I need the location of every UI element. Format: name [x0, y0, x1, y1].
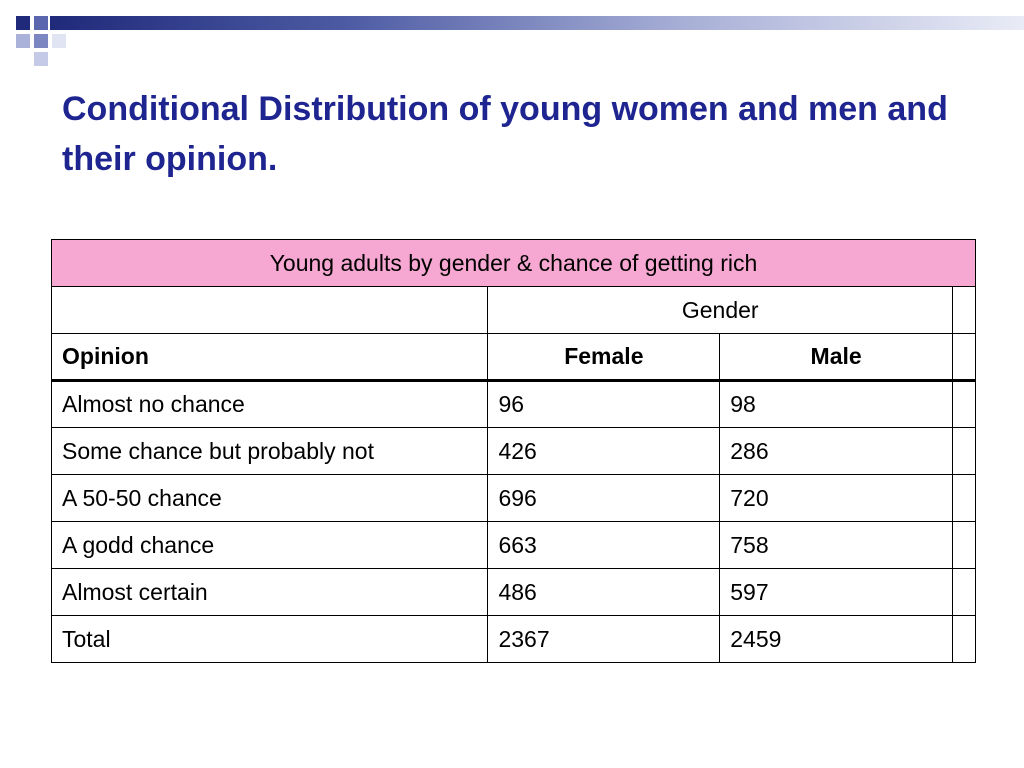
gender-header: Gender: [487, 286, 953, 334]
empty-cell: [951, 521, 977, 569]
decorative-square: [34, 34, 48, 48]
table-caption-row: Young adults by gender & chance of getti…: [51, 239, 976, 287]
table-row: Almost no chance 96 98: [50, 380, 977, 428]
slide-title: Conditional Distribution of young women …: [62, 90, 948, 178]
male-header: Male: [719, 333, 953, 382]
male-cell: 2459: [719, 615, 953, 663]
opinion-cell: A godd chance: [50, 521, 489, 569]
group-header-row: Gender: [50, 286, 977, 334]
decorative-square: [34, 16, 48, 30]
table-row: Almost certain 486 597: [50, 568, 977, 616]
female-cell: 426: [487, 427, 721, 475]
opinion-cell: Total: [50, 615, 489, 663]
empty-cell: [951, 615, 977, 663]
male-cell: 720: [719, 474, 953, 522]
empty-cell: [951, 474, 977, 522]
table-row: Some chance but probably not 426 286: [50, 427, 977, 475]
female-header: Female: [487, 333, 721, 382]
table-caption: Young adults by gender & chance of getti…: [51, 239, 976, 287]
male-cell: 98: [719, 380, 953, 428]
decorative-square: [16, 16, 30, 30]
male-cell: 286: [719, 427, 953, 475]
empty-cell: [951, 380, 977, 428]
table-row: A godd chance 663 758: [50, 521, 977, 569]
male-cell: 758: [719, 521, 953, 569]
female-cell: 696: [487, 474, 721, 522]
empty-cell: [50, 286, 489, 334]
empty-cell: [951, 427, 977, 475]
female-cell: 2367: [487, 615, 721, 663]
opinion-header: Opinion: [50, 333, 489, 382]
female-cell: 486: [487, 568, 721, 616]
opinion-cell: A 50-50 chance: [50, 474, 489, 522]
empty-cell: [951, 286, 977, 334]
opinion-cell: Almost no chance: [50, 380, 489, 428]
opinion-cell: Some chance but probably not: [50, 427, 489, 475]
female-cell: 96: [487, 380, 721, 428]
decorative-square: [34, 52, 48, 66]
opinion-cell: Almost certain: [50, 568, 489, 616]
decorative-square: [16, 34, 30, 48]
empty-cell: [951, 333, 977, 382]
decorative-square: [52, 34, 66, 48]
table-row: Total 2367 2459: [50, 615, 977, 663]
column-header-row: Opinion Female Male: [50, 333, 977, 382]
female-cell: 663: [487, 521, 721, 569]
empty-cell: [951, 568, 977, 616]
header-gradient-band: [50, 16, 1024, 30]
table-row: A 50-50 chance 696 720: [50, 474, 977, 522]
male-cell: 597: [719, 568, 953, 616]
distribution-table: Young adults by gender & chance of getti…: [50, 239, 977, 663]
